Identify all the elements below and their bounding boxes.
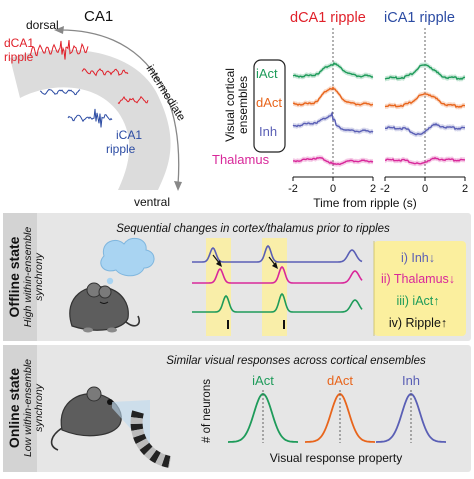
dca1-inh-trace [292, 110, 374, 133]
online-subtitle-1: Low within-ensemble [22, 359, 34, 457]
offline-subtitle-1: High within-ensemble [22, 227, 34, 328]
sleeping-mouse-illustration [69, 282, 141, 333]
step-iact-up: iii) iAct↑ [396, 294, 439, 308]
ica1-iact-trace [384, 64, 466, 81]
inh-label: Inh [259, 124, 277, 139]
offline-subtitle-2: synchrony [33, 252, 45, 301]
ica1-lfp-trace-2 [39, 88, 81, 96]
dca1-lfp-trace-2 [81, 68, 129, 77]
sequence-arrow-head [216, 260, 222, 267]
arrow-head-dorsal [54, 26, 64, 34]
ca1-title: CA1 [84, 8, 113, 25]
response-xlabel: Visual response property [270, 451, 403, 465]
online-label-strip [3, 345, 37, 472]
dca1-iact-trace [292, 62, 374, 78]
time-xlabel: Time from ripple (s) [313, 196, 417, 210]
ica1-inh-trace-band [385, 121, 465, 138]
ripple-traces-panel: dCA1 ripple iCA1 ripple Visual cortical … [212, 10, 468, 210]
dact-label: dAct [256, 95, 282, 110]
ica1-dact-trace [384, 93, 465, 108]
online-heading: Similar visual responses across cortical… [166, 355, 426, 367]
online-state-panel: Online state Low within-ensemble synchro… [3, 345, 471, 472]
ica1-thalamus-trace [385, 156, 466, 165]
ensembles-box [253, 59, 286, 153]
online-background [3, 345, 471, 472]
online-subtitle-2: synchrony [33, 383, 45, 432]
ica1-ripple-label-1: iCA1 [116, 128, 142, 142]
step-ripple-up: iv) Ripple↑ [389, 316, 447, 330]
ca1-panel: CA1 dorsal ventral intermediate dCA1 rip… [4, 8, 187, 209]
dca1-dact-trace-band [293, 85, 373, 108]
ica1-inh-trace [385, 122, 466, 136]
step-thalamus-down: ii) Thalamus↓ [381, 272, 455, 286]
tick-label: 0 [330, 183, 336, 195]
ica1-ripple-title: iCA1 ripple [384, 10, 455, 26]
tick-label: -2 [288, 183, 298, 195]
sequence-arrow-head [272, 262, 278, 269]
sequence-list-box [374, 241, 466, 336]
thalamus-sequence-trace [192, 265, 363, 284]
dream-bubble [106, 277, 114, 285]
ica1-ripple-label-2: ripple [106, 142, 136, 156]
ensembles-ylabel-2: ensembles [236, 76, 250, 134]
step-inh-down: i) Inh↓ [401, 251, 435, 265]
ica1-lfp-trace [117, 95, 149, 105]
tuning-label-dact: dAct [327, 373, 353, 388]
dream-cloud [100, 237, 155, 277]
dca1-inh-trace-band [293, 110, 373, 135]
neurons-ylabel: # of neurons [201, 379, 213, 443]
ca1-shape [10, 49, 171, 191]
online-state-title: Online state [6, 368, 22, 448]
grating-stimulus [130, 410, 172, 468]
tuning-label-inh: Inh [402, 373, 420, 388]
offline-state-title: Offline state [6, 236, 22, 317]
dca1-ripple-title: dCA1 ripple [290, 10, 366, 26]
ventral-label: ventral [134, 195, 170, 209]
arrow-head-ventral [174, 181, 182, 191]
dca1-lfp-trace [29, 39, 89, 60]
ica1-lfp-trace-3 [67, 108, 113, 128]
dca1-ripple-label-1: dCA1 [4, 36, 34, 50]
pre-ripple-window [262, 238, 287, 336]
tick-label: -2 [380, 183, 390, 195]
ica1-thalamus-trace-band [385, 155, 465, 167]
thalamus-label: Thalamus [212, 152, 270, 167]
dorsal-ventral-arrow [59, 29, 180, 186]
dca1-dact-trace [292, 86, 374, 107]
dca1-ripple-label-2: ripple [4, 50, 34, 64]
dca1-thalamus-trace [293, 156, 374, 166]
offline-label-strip [3, 213, 37, 341]
dorsal-label: dorsal [26, 18, 59, 32]
iact-sequence-trace [192, 292, 363, 313]
tick-label: 2 [370, 183, 376, 195]
offline-state-panel: Offline state High within-ensemble synch… [3, 213, 471, 341]
tick-label: 0 [422, 183, 428, 195]
tick-label: 2 [462, 183, 468, 195]
offline-heading: Sequential changes in cortex/thalamus pr… [116, 223, 390, 235]
ensembles-ylabel-1: Visual cortical [223, 68, 237, 142]
iact-label: iAct [256, 66, 278, 81]
time-axes: -2 0 2 -2 0 2 Time from ripple (s) [288, 176, 468, 210]
trace-group [292, 60, 466, 167]
tuning-label-iact: iAct [252, 373, 274, 388]
